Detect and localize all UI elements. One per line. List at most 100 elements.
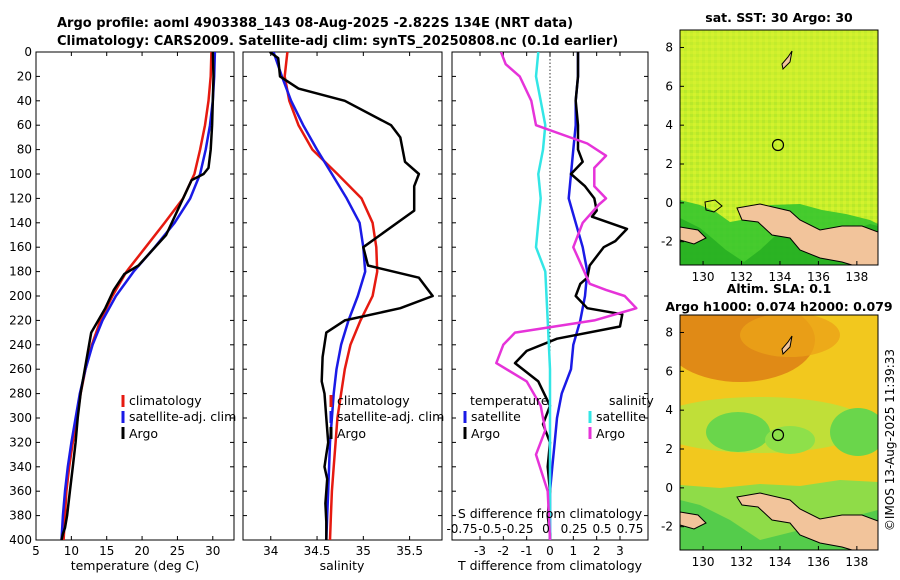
legend-s-satellite-label: satellite [596,409,646,424]
depth-tick-label: 160 [9,240,32,254]
legend-t-argo-label: Argo [471,426,500,441]
x-tick-label: 3 [616,544,624,558]
series-climatology [283,52,379,540]
series-s-argo [495,52,638,540]
sla-map-ticks: 130 132 134 136 138 -2 0 2 4 6 8 [661,325,868,569]
map-y-tick-label: 0 [665,196,673,210]
x-tick-label: 15 [99,544,114,558]
map-x-tick-label: 138 [845,555,868,569]
x-tick-label: -3 [474,544,486,558]
sst-map-ticks: 130 132 134 136 138 -2 0 2 4 6 8 [661,40,868,284]
map-y-tick-label: 0 [665,481,673,495]
legend-t-satellite-label: satellite [471,409,521,424]
sla-map: Altim. SLA: 0.1 Argo h1000: 0.074 h2000:… [661,281,893,569]
x-tick-label: -1 [521,544,533,558]
sla-low-east [830,408,878,456]
s-diff-tick-label: 0 [542,522,550,536]
depth-tick-label: 180 [9,265,32,279]
depth-tick-label: 300 [9,411,32,425]
series-climatology [62,52,213,540]
map-x-tick-label: 136 [807,555,830,569]
sst-map: sat. SST: 30 Argo: 30 130 132 134 136 138 -2 0… [661,10,879,284]
x-tick-label: 34 [263,544,278,558]
legend-climatology-label: climatology [337,393,410,408]
temperature-panel: 0 20 40 60 80 100 120 140 160 180 200 220 240 260 280 3… [9,45,236,573]
salinity-axes [242,51,443,541]
depth-tick-label: 220 [9,313,32,327]
map-y-tick-label: 4 [665,403,673,417]
series-argo [60,52,215,540]
legend-argo-label: Argo [337,426,366,441]
x-tick-label: 25 [170,544,185,558]
map-y-tick-label: 8 [665,40,673,54]
map-x-tick-label: 138 [845,270,868,284]
depth-tick-label: 340 [9,460,32,474]
s-diff-tick-label: 0.25 [561,522,588,536]
sla-high-n [740,315,840,357]
x-tick-label: 20 [134,544,149,558]
depth-tick-label: 200 [9,289,32,303]
salinity-lines [269,52,434,540]
sla-land-newguinea [736,492,878,550]
sst-field-north [680,30,878,90]
map-x-tick-label: 130 [692,270,715,284]
map-y-tick-label: 6 [665,364,673,378]
difference-depth-ticks [452,51,648,541]
temperature-depth-ticks: 0 20 40 60 80 100 120 140 160 180 200 220 240 260 280 3… [9,45,234,547]
sla-low-west [706,412,770,452]
salinity-diff-ticks: -0.75 -0.5 -0.25 0 0.25 0.5 0.75 [446,522,643,536]
sst-coast-islet [704,199,723,213]
x-tick-label: 1 [570,544,578,558]
s-diff-tick-label: -0.5 [478,522,501,536]
s-diff-tick-label: -0.25 [502,522,533,536]
x-tick-label: 5 [32,544,40,558]
salinity-depth-ticks [243,51,442,541]
series-t-argo [513,52,629,540]
header-line-1: Argo profile: aoml 4903388_143 08-Aug-20… [57,16,573,31]
sla-map-frame [679,314,879,551]
map-y-tick-label: 2 [665,442,673,456]
legend-satellite-label: satellite-adj. clim [337,409,444,424]
x-tick-label: 35.5 [396,544,423,558]
sla-low-center [765,426,815,454]
map-y-tick-label: -2 [661,520,673,534]
depth-tick-label: 320 [9,435,32,449]
map-x-tick-label: 132 [730,555,753,569]
map-x-tick-label: 136 [807,270,830,284]
salinity-panel: 34 34.5 35 35.5 salinity climatology satell… [242,51,444,573]
legend-climatology-label: climatology [129,393,202,408]
series-t-satellite [548,52,589,540]
depth-tick-label: 80 [17,143,32,157]
map-y-tick-label: 6 [665,79,673,93]
map-x-tick-label: 134 [769,555,792,569]
depth-tick-label: 120 [9,191,32,205]
map-x-tick-label: 134 [769,270,792,284]
sla-map-subtitle: Argo h1000: 0.074 h2000: 0.079 [665,299,892,314]
series-satellite-adj-clim [60,52,217,540]
temperature-legend: climatology satellite-adj. clim Argo [121,393,236,441]
x-tick-label: 30 [205,544,220,558]
legend-temperature-title: temperature [470,393,549,408]
sla-land-islet-north [781,335,793,356]
depth-tick-label: 360 [9,484,32,498]
s-diff-tick-label: 0.75 [617,522,644,536]
x-tick-label: 0 [546,544,554,558]
map-x-tick-label: 130 [692,555,715,569]
series-argo [269,52,434,540]
x-tick-label: -2 [497,544,509,558]
depth-tick-label: 140 [9,216,32,230]
sst-map-frame [679,29,879,266]
depth-tick-label: 240 [9,338,32,352]
depth-tick-label: 400 [9,533,32,547]
legend-satellite-label: satellite-adj. clim [129,409,236,424]
salinity-legend: climatology satellite-adj. clim Argo [329,393,444,441]
salinity-xlabel: salinity [320,558,365,573]
difference-legend: temperature salinity satellite Argo sate… [463,393,654,441]
salinity-x-ticks: 34 34.5 35 35.5 [263,52,423,558]
map-y-tick-label: 2 [665,157,673,171]
temperature-xlabel: temperature (deg C) [71,558,200,573]
legend-s-argo-label: Argo [596,426,625,441]
x-tick-label: 2 [593,544,601,558]
series-satellite-adj-clim [272,52,367,540]
